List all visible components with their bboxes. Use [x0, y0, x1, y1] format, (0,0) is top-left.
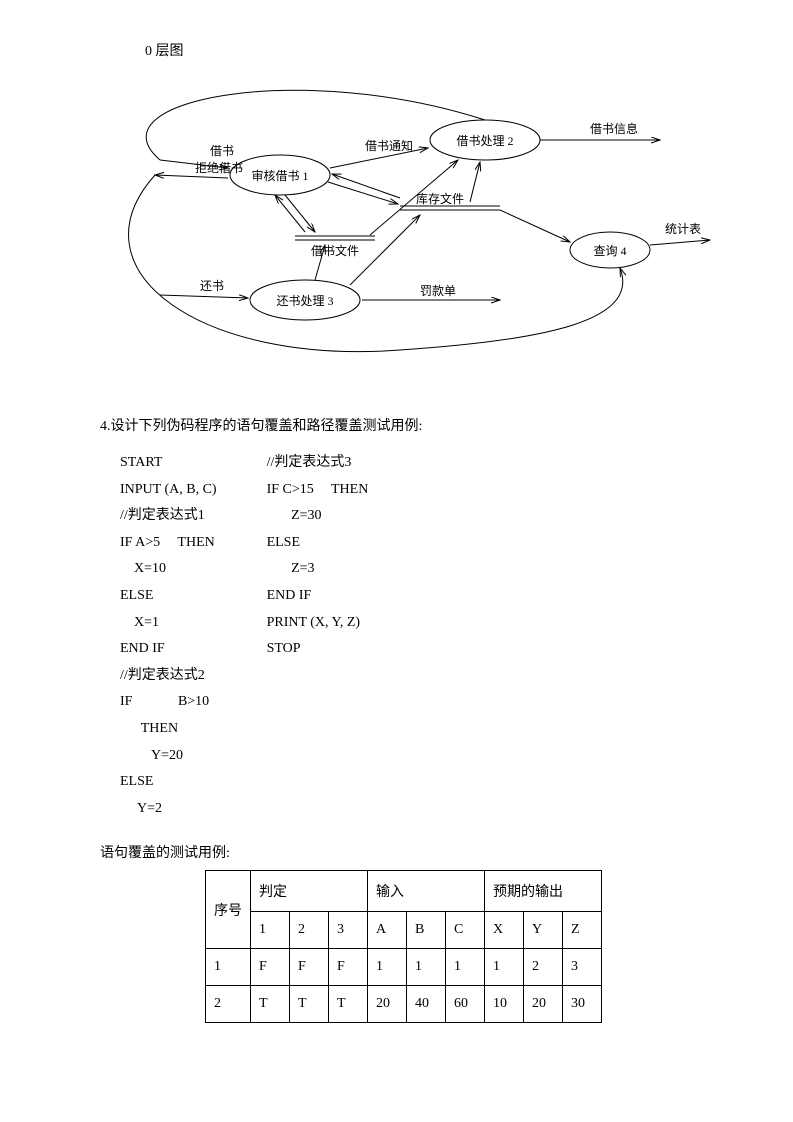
sub-y: Y — [524, 912, 563, 949]
table-row: 1 F F F 1 1 1 1 2 3 — [206, 949, 602, 986]
diagram-title: 0 层图 — [145, 40, 753, 60]
sub-d2: 2 — [290, 912, 329, 949]
col-decide: 判定 — [251, 871, 368, 912]
svg-text:借书处理 2: 借书处理 2 — [456, 134, 513, 148]
question-body: 设计下列伪码程序的语句覆盖和路径覆盖测试用例: — [111, 419, 423, 434]
table-row: 2 T T T 20 40 60 10 20 30 — [206, 986, 602, 1023]
dfd-diagram: 审核借书 1 借书处理 2 还书处理 3 查询 4 借书文件 库存文件 借书 拒… — [100, 70, 720, 390]
sub-x: X — [485, 912, 524, 949]
table-header-row-1: 序号 判定 输入 预期的输出 — [206, 871, 602, 912]
question-text: 4.设计下列伪码程序的语句覆盖和路径覆盖测试用例: — [100, 415, 753, 435]
svg-text:还书处理 3: 还书处理 3 — [276, 294, 333, 308]
svg-text:借书文件: 借书文件 — [311, 243, 359, 258]
table-caption: 语句覆盖的测试用例: — [100, 842, 753, 862]
coverage-table: 序号 判定 输入 预期的输出 1 2 3 A B C X Y Z 1 F F F… — [205, 870, 602, 1023]
svg-text:审核借书 1: 审核借书 1 — [251, 168, 308, 183]
sub-b: B — [407, 912, 446, 949]
table-header-row-2: 1 2 3 A B C X Y Z — [206, 912, 602, 949]
svg-text:借书: 借书 — [210, 144, 234, 158]
code-column-right: //判定表达式3 IF C>15 THEN Z=30 ELSE Z=3 END … — [267, 450, 369, 822]
sub-d3: 3 — [329, 912, 368, 949]
pseudocode-block: START INPUT (A, B, C) //判定表达式1 IF A>5 TH… — [120, 450, 753, 822]
svg-text:拒绝借书: 拒绝借书 — [195, 160, 243, 175]
sub-c: C — [446, 912, 485, 949]
svg-text:还书: 还书 — [200, 279, 224, 293]
col-input: 输入 — [368, 871, 485, 912]
svg-text:借书通知: 借书通知 — [365, 139, 413, 153]
svg-text:库存文件: 库存文件 — [416, 191, 464, 206]
svg-text:罚款单: 罚款单 — [420, 284, 456, 298]
sub-d1: 1 — [251, 912, 290, 949]
question-number: 4 — [100, 419, 107, 434]
sub-z: Z — [563, 912, 602, 949]
code-column-left: START INPUT (A, B, C) //判定表达式1 IF A>5 TH… — [120, 450, 217, 822]
sub-a: A — [368, 912, 407, 949]
col-seq: 序号 — [206, 871, 251, 949]
svg-text:查询 4: 查询 4 — [593, 244, 626, 258]
col-output: 预期的输出 — [485, 871, 602, 912]
svg-text:借书信息: 借书信息 — [590, 121, 638, 136]
svg-text:统计表: 统计表 — [665, 222, 701, 236]
